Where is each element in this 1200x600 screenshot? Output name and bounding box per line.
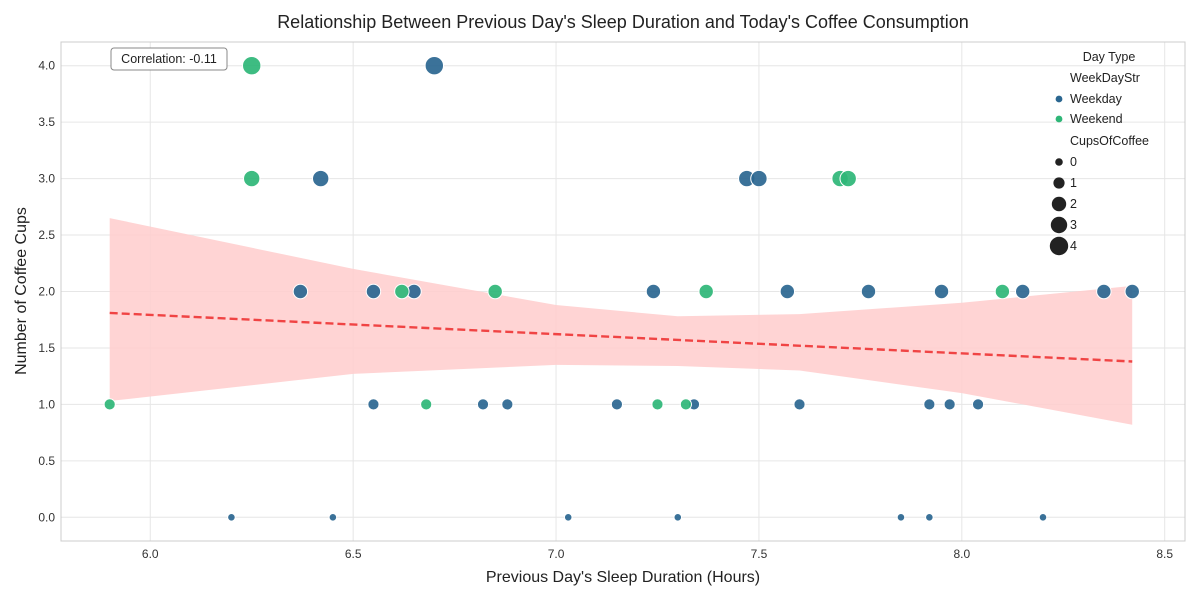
legend-subtitle: WeekDayStr [1070, 71, 1140, 85]
point-weekday [896, 512, 906, 522]
point-weekday [1038, 512, 1048, 522]
y-axis-label: Number of Coffee Cups [13, 207, 30, 375]
point-weekday [933, 283, 950, 300]
legend-size-marker [1055, 158, 1063, 166]
confidence-band [109, 218, 1133, 425]
legend-size-entry: 2 [1070, 197, 1077, 211]
legend-size-entry: 1 [1070, 176, 1077, 190]
x-tick-label: 6.5 [345, 547, 362, 561]
point-weekday [1014, 283, 1031, 300]
legend-size-marker [1051, 196, 1067, 212]
point-weekday [311, 169, 330, 188]
point-weekday [563, 512, 573, 522]
y-tick-label: 0.5 [38, 454, 55, 468]
point-weekday [943, 398, 956, 411]
point-weekend [994, 283, 1011, 300]
point-weekend [243, 169, 261, 188]
point-weekday [367, 398, 380, 411]
legend-size-entry: 4 [1070, 239, 1077, 253]
point-weekday [923, 398, 936, 411]
point-weekday [610, 398, 624, 411]
point-weekday [227, 512, 236, 522]
point-weekday [925, 512, 934, 522]
point-weekday [860, 283, 877, 300]
plot-frame [60, 41, 1186, 542]
legend-title: Day Type [1083, 50, 1136, 64]
y-tick-label: 1.0 [38, 397, 55, 411]
chart-title: Relationship Between Previous Day's Slee… [277, 12, 969, 32]
x-tick-label: 7.5 [751, 547, 768, 561]
point-weekday [424, 56, 445, 76]
point-weekend [394, 283, 410, 300]
point-weekend [679, 398, 692, 411]
point-weekday [328, 512, 338, 522]
point-weekday [1124, 283, 1140, 300]
point-weekday [645, 283, 662, 300]
x-axis-label: Previous Day's Sleep Duration (Hours) [486, 569, 760, 586]
point-weekday [971, 398, 985, 411]
correlation-annotation: Correlation: -0.11 [110, 47, 228, 71]
point-weekday [501, 398, 514, 411]
point-weekday [365, 283, 382, 300]
point-weekend [651, 398, 664, 411]
point-weekday [750, 169, 768, 188]
data-points [103, 56, 1140, 522]
point-weekend [698, 283, 714, 300]
x-tick-label: 7.0 [548, 547, 565, 561]
point-weekday [292, 283, 309, 300]
x-tick-label: 8.5 [1156, 547, 1173, 561]
legend-entry: Weekday [1070, 92, 1123, 106]
legend: Day Type WeekDayStr Weekday Weekend CupsOfCo… [1049, 50, 1149, 256]
trend-line [109, 311, 1133, 363]
annotation-box [110, 47, 228, 71]
legend-size-marker [1049, 236, 1069, 256]
annotation-text: Correlation: -0.11 [121, 52, 217, 66]
point-weekday [793, 398, 806, 411]
legend-size-marker [1050, 216, 1068, 234]
legend-size-entry: 0 [1070, 155, 1077, 169]
point-weekend [487, 283, 503, 300]
legend-marker-weekday [1055, 95, 1063, 103]
y-tick-label: 3.0 [38, 172, 55, 186]
point-weekday [1096, 283, 1112, 300]
trend-line-layer [109, 311, 1133, 363]
y-tick-label: 3.5 [38, 115, 55, 129]
point-weekday [779, 283, 796, 300]
legend-entry: Weekend [1070, 112, 1123, 126]
y-tick-label: 2.0 [38, 285, 55, 299]
legend-size-marker [1053, 177, 1065, 189]
point-weekend [420, 398, 433, 411]
x-tick-label: 8.0 [953, 547, 970, 561]
legend-marker-weekend [1055, 115, 1063, 123]
legend-size-entry: 3 [1070, 218, 1077, 232]
y-tick-label: 4.0 [38, 59, 55, 73]
point-weekday [673, 512, 683, 522]
point-weekday [476, 398, 490, 411]
legend-size-title: CupsOfCoffee [1070, 134, 1149, 148]
y-tick-label: 2.5 [38, 228, 55, 242]
y-tick-label: 1.5 [38, 341, 55, 355]
y-axis-ticks: 0.0 0.5 1.0 1.5 2.0 2.5 3.0 3.5 4.0 [38, 59, 55, 525]
point-weekend [242, 56, 262, 76]
confidence-band-layer [109, 218, 1133, 425]
y-tick-label: 0.0 [38, 510, 55, 524]
point-weekend [839, 169, 857, 188]
x-tick-label: 6.0 [142, 547, 159, 561]
point-weekend [103, 398, 116, 411]
x-axis-ticks: 6.0 6.5 7.0 7.5 8.0 8.5 [142, 547, 1173, 561]
